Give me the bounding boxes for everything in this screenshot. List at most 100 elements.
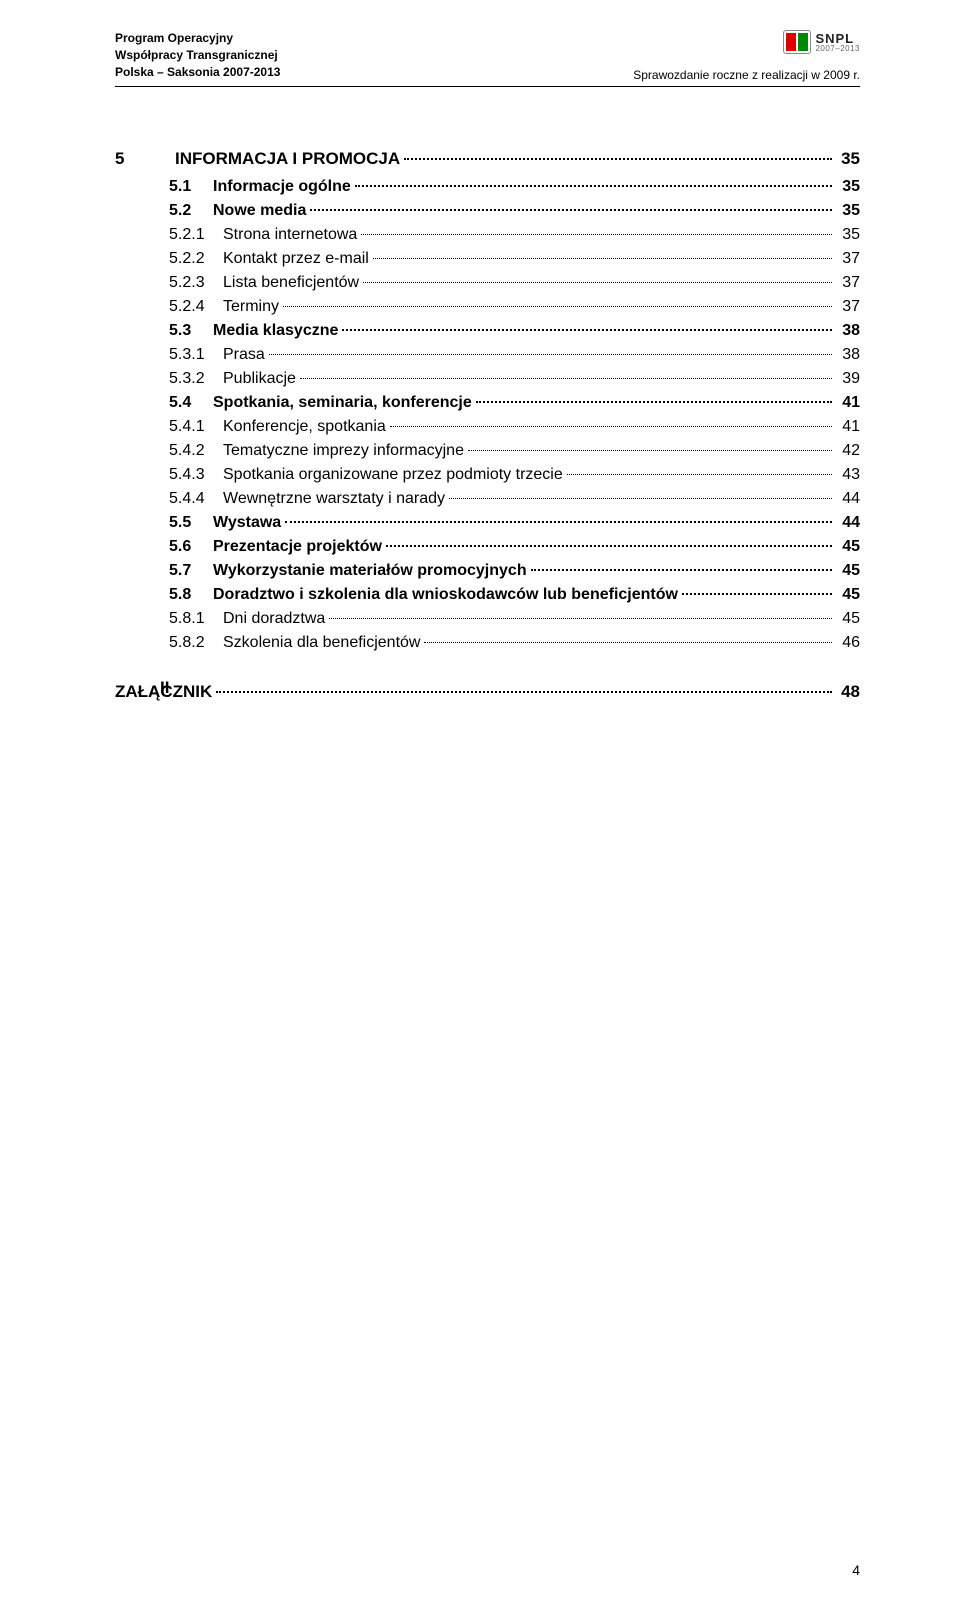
toc-num: 5.8.1 — [169, 610, 215, 628]
toc-leader — [373, 258, 832, 259]
logo-period: 2007–2013 — [815, 45, 860, 53]
toc-page: 38 — [836, 322, 860, 340]
toc-num: 5.4.2 — [169, 442, 215, 460]
table-of-contents: 5 INFORMACJA I PROMOCJA 35 5.1 Informacj… — [115, 145, 860, 705]
toc-entry-5-4-2: 5.4.2 Tematyczne imprezy informacyjne 42 — [169, 442, 860, 460]
toc-leader — [216, 691, 832, 693]
toc-entry-5-3-2: 5.3.2 Publikacje 39 — [169, 370, 860, 388]
toc-entry-5-4-1: 5.4.1 Konferencje, spotkania 41 — [169, 418, 860, 436]
toc-leader — [682, 593, 832, 595]
toc-leader — [386, 545, 832, 547]
toc-num: 5.2.2 — [169, 250, 215, 268]
toc-page: 38 — [836, 346, 860, 364]
toc-title: Konferencje, spotkania — [223, 418, 386, 436]
toc-num: 5.3 — [169, 322, 199, 340]
toc-leader — [361, 234, 832, 235]
toc-entry-5-2-4: 5.2.4 Terminy 37 — [169, 298, 860, 316]
header-right: SNPL 2007–2013 Sprawozdanie roczne z rea… — [633, 30, 860, 82]
toc-title: Wystawa — [213, 514, 281, 532]
toc-entry-5-7: 5.7 Wykorzystanie materiałów promocyjnyc… — [169, 562, 860, 580]
toc-num: 5.1 — [169, 178, 199, 196]
toc-leader — [355, 185, 832, 187]
toc-page: 37 — [836, 250, 860, 268]
program-line-1: Program Operacyjny — [115, 30, 280, 47]
toc-page: 44 — [836, 514, 860, 532]
toc-page: 39 — [836, 370, 860, 388]
toc-title: Nowe media — [213, 202, 306, 220]
toc-title: Strona internetowa — [223, 226, 357, 244]
toc-page: 42 — [836, 442, 860, 460]
toc-entry-5-4-3: 5.4.3 Spotkania organizowane przez podmi… — [169, 466, 860, 484]
toc-title: Terminy — [223, 298, 279, 316]
toc-num: 5.3.1 — [169, 346, 215, 364]
toc-leader — [363, 282, 832, 283]
toc-entry-5-3-1: 5.3.1 Prasa 38 — [169, 346, 860, 364]
toc-page: 45 — [836, 586, 860, 604]
toc-entry-5-5: 5.5 Wystawa 44 — [169, 514, 860, 532]
toc-title: Prezentacje projektów — [213, 538, 382, 556]
snpl-logo-icon — [783, 30, 811, 54]
toc-page: 37 — [836, 274, 860, 292]
toc-num: 5.2 — [169, 202, 199, 220]
toc-leader — [449, 498, 832, 499]
toc-page: 35 — [836, 202, 860, 220]
toc-title: Informacje ogólne — [213, 178, 351, 196]
toc-num: 5.4.3 — [169, 466, 215, 484]
toc-page: 35 — [836, 178, 860, 196]
page-number: 4 — [852, 1562, 860, 1578]
toc-num: 5.2.4 — [169, 298, 215, 316]
toc-title: Lista beneficjentów — [223, 274, 359, 292]
toc-page: 35 — [836, 226, 860, 244]
toc-title: Prasa — [223, 346, 265, 364]
toc-leader — [567, 474, 832, 475]
toc-entry-attachment: ZAŁĄCZNIK 48 — [115, 678, 860, 705]
toc-num: 5.2.1 — [169, 226, 215, 244]
toc-num: 5.8.2 — [169, 634, 215, 652]
toc-page: 41 — [836, 418, 860, 436]
toc-num: 5.4.4 — [169, 490, 215, 508]
toc-title: Doradztwo i szkolenia dla wnioskodawców … — [213, 586, 678, 604]
toc-num: 5.7 — [169, 562, 199, 580]
toc-leader — [531, 569, 832, 571]
toc-num: 5.3.2 — [169, 370, 215, 388]
toc-page: 41 — [836, 394, 860, 412]
toc-entry-5-8: 5.8 Doradztwo i szkolenia dla wnioskodaw… — [169, 586, 860, 604]
toc-entry-5-2-2: 5.2.2 Kontakt przez e-mail 37 — [169, 250, 860, 268]
toc-leader — [283, 306, 832, 307]
toc-title: Dni doradztwa — [223, 610, 325, 628]
page: Program Operacyjny Współpracy Transgrani… — [0, 0, 960, 1618]
header: Program Operacyjny Współpracy Transgrani… — [115, 30, 860, 87]
toc-leader — [300, 378, 832, 379]
toc-num: 5.4.1 — [169, 418, 215, 436]
toc-entry-5-1: 5.1 Informacje ogólne 35 — [169, 178, 860, 196]
toc-entry-5-8-2: 5.8.2 Szkolenia dla beneficjentów 46 — [169, 634, 860, 652]
toc-leader — [424, 642, 832, 643]
toc-entry-5-6: 5.6 Prezentacje projektów 45 — [169, 538, 860, 556]
program-line-2: Współpracy Transgranicznej — [115, 47, 280, 64]
toc-num: 5 — [115, 145, 147, 172]
toc-num: 5.6 — [169, 538, 199, 556]
program-line-3: Polska – Saksonia 2007-2013 — [115, 64, 280, 81]
toc-entry-5-8-1: 5.8.1 Dni doradztwa 45 — [169, 610, 860, 628]
toc-title: Kontakt przez e-mail — [223, 250, 369, 268]
toc-entry-5-3: 5.3 Media klasyczne 38 — [169, 322, 860, 340]
toc-title: Spotkania organizowane przez podmioty tr… — [223, 466, 563, 484]
attachment-roman: II — [160, 678, 169, 698]
attachment-block: II ZAŁĄCZNIK 48 — [115, 678, 860, 705]
toc-title: Spotkania, seminaria, konferencje — [213, 394, 472, 412]
toc-leader — [269, 354, 832, 355]
toc-leader — [468, 450, 832, 451]
toc-page: 45 — [836, 538, 860, 556]
header-left: Program Operacyjny Współpracy Transgrani… — [115, 30, 280, 80]
toc-page: 45 — [836, 562, 860, 580]
toc-entry-5-2: 5.2 Nowe media 35 — [169, 202, 860, 220]
toc-entry-5-2-1: 5.2.1 Strona internetowa 35 — [169, 226, 860, 244]
toc-title: Szkolenia dla beneficjentów — [223, 634, 420, 652]
toc-title: Publikacje — [223, 370, 296, 388]
toc-title: Tematyczne imprezy informacyjne — [223, 442, 464, 460]
toc-page: 35 — [836, 145, 860, 172]
logo-text: SNPL 2007–2013 — [815, 32, 860, 53]
toc-leader — [476, 401, 832, 403]
toc-page: 37 — [836, 298, 860, 316]
toc-leader — [285, 521, 832, 523]
